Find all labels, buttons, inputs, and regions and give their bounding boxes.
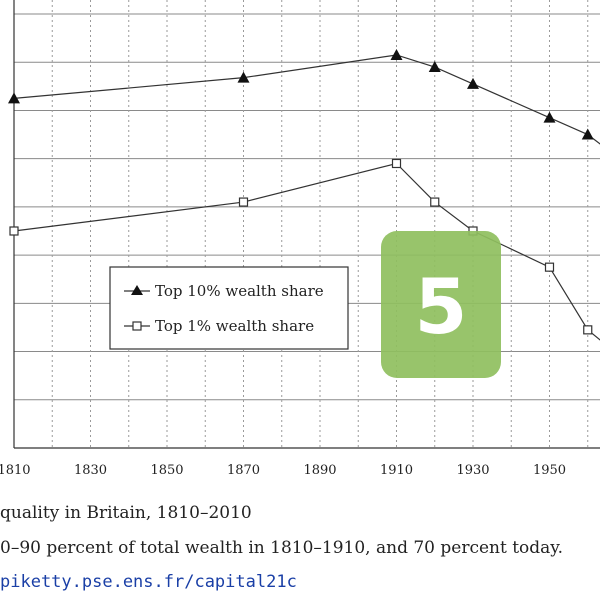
point-top1 [391,158,402,169]
caption-source-link[interactable]: piketty.pse.ens.fr/capital21c [0,572,297,592]
legend-label-top10: Top 10% wealth share [155,282,324,300]
x-tick-label: 1870 [227,463,260,478]
point-top10 [581,128,594,140]
number-badge: 5 [381,231,501,378]
legend-marker-top10 [131,285,143,295]
point-top10 [237,71,250,83]
x-tick-label: 1950 [533,463,566,478]
legend-label-top1: Top 1% wealth share [155,317,314,335]
legend-marker-top1 [132,321,142,331]
point-top1 [544,262,555,272]
point-top10 [390,48,403,60]
point-top10 [8,92,20,104]
point-top10 [467,77,479,89]
point-top10 [428,61,441,73]
badge-background [381,231,501,378]
legend-box [109,266,349,350]
grid [14,0,600,448]
x-tick-label: 1930 [456,463,489,478]
x-tick-label: 1910 [380,463,413,478]
series-line-top1 [13,162,600,341]
x-tick-label: 1810 [0,463,31,478]
x-tick-label: 1830 [74,463,107,478]
point-top1 [583,325,593,335]
point-top1 [430,197,440,207]
x-tick-label: 1850 [150,463,183,478]
legend: Top 10% wealth share Top 1% wealth share [109,266,349,350]
series [8,48,600,341]
point-top1 [238,197,249,207]
caption-title: quality in Britain, 1810–2010 [0,503,252,523]
x-tick-label: 1890 [303,463,336,478]
point-top1 [9,226,19,236]
series-line-top10 [13,54,600,145]
caption-description: 0–90 percent of total wealth in 1810–191… [0,538,564,558]
axes: 1810 1830 1850 1870 1890 1910 1930 1950 [0,0,600,478]
badge-number: 5 [415,262,468,351]
point-top10 [543,111,556,123]
